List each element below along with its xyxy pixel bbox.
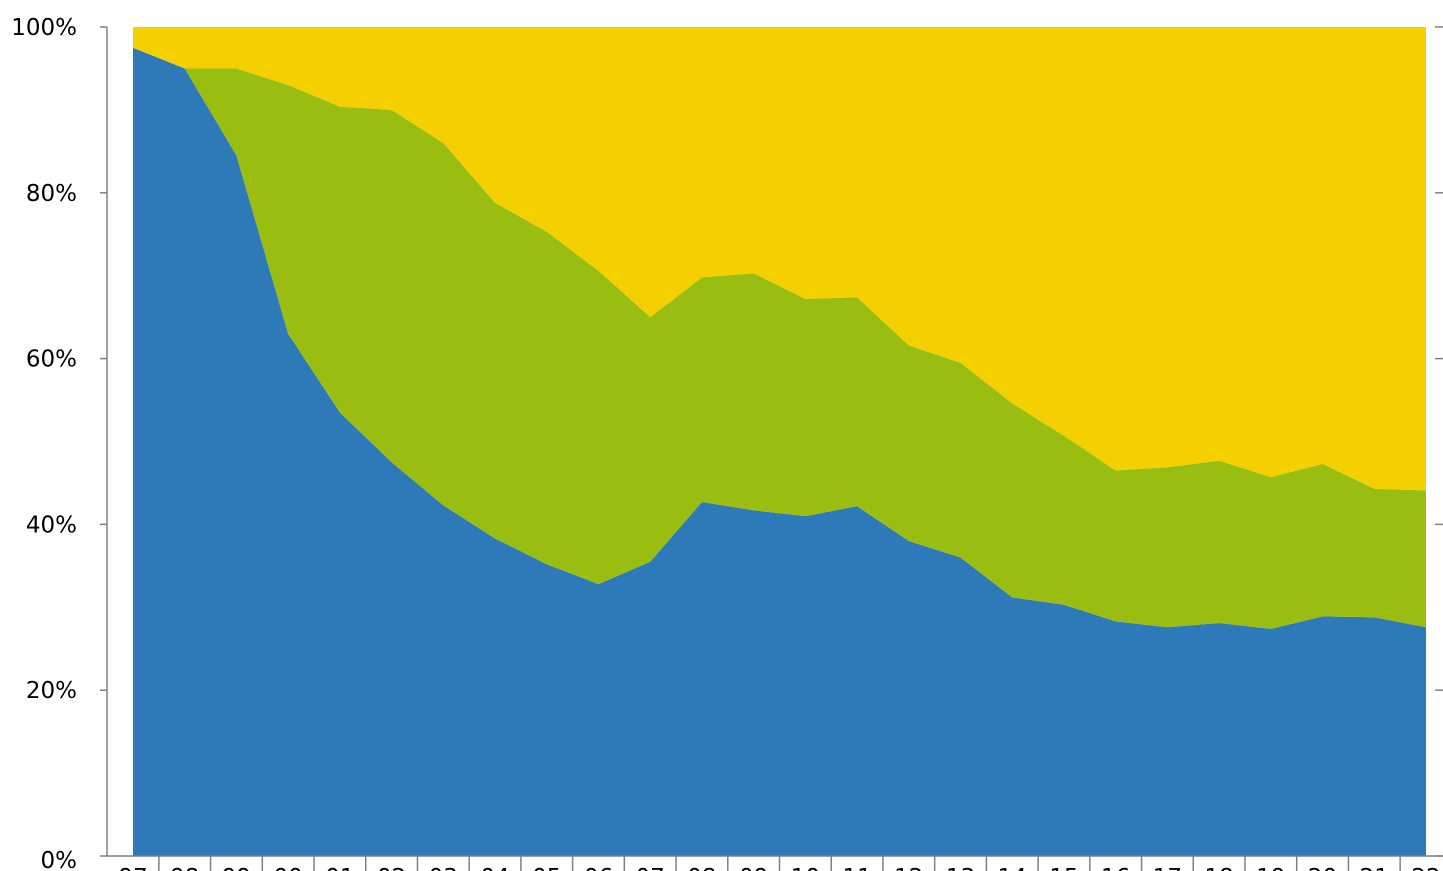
x-tick-label: 97: [118, 865, 147, 871]
x-tick-label: 13: [946, 865, 975, 871]
series-areas: [133, 27, 1426, 857]
y-tick-label: 20%: [26, 678, 77, 704]
y-axis-tick-labels: 0% 20% 40% 60% 80% 100%: [11, 15, 77, 871]
x-tick-label: 12: [894, 865, 923, 871]
y-tick-label: 0%: [41, 848, 78, 871]
x-axis-tick-labels: 97 98 99 00 01 02 03 04 05 06 07 08 09 10 11 12 13 14 15 16…: [118, 865, 1440, 871]
y-tick-label: 100%: [11, 15, 77, 41]
x-tick-label: 15: [1049, 865, 1078, 871]
x-tick-label: 19: [1256, 865, 1285, 871]
x-tick-label: 16: [1101, 865, 1130, 871]
x-tick-label: 14: [998, 865, 1027, 871]
x-tick-label: 22: [1411, 865, 1440, 871]
series-area-3: [133, 27, 1426, 491]
x-tick-label: 05: [532, 865, 561, 871]
x-tick-label: 10: [791, 865, 820, 871]
x-tick-label: 09: [739, 865, 768, 871]
x-tick-label: 02: [377, 865, 406, 871]
x-tick-label: 06: [584, 865, 613, 871]
x-tick-label: 00: [274, 865, 303, 871]
x-tick-label: 99: [222, 865, 251, 871]
series-area-1: [133, 47, 1426, 857]
x-tick-label: 17: [1153, 865, 1182, 871]
x-tick-label: 98: [170, 865, 199, 871]
x-tick-label: 20: [1308, 865, 1337, 871]
x-tick-label: 01: [325, 865, 354, 871]
x-tick-label: 21: [1360, 865, 1389, 871]
x-tick-label: 18: [1204, 865, 1233, 871]
series-area-2: [133, 47, 1426, 629]
y-tick-label: 80%: [26, 181, 77, 207]
chart-axes: [100, 26, 1443, 871]
x-tick-label: 03: [429, 865, 458, 871]
x-tick-label: 04: [480, 865, 509, 871]
y-tick-label: 60%: [26, 347, 77, 373]
y-tick-label: 40%: [26, 512, 77, 538]
x-tick-label: 07: [636, 865, 665, 871]
x-tick-label: 11: [842, 865, 871, 871]
x-tick-label: 08: [687, 865, 716, 871]
